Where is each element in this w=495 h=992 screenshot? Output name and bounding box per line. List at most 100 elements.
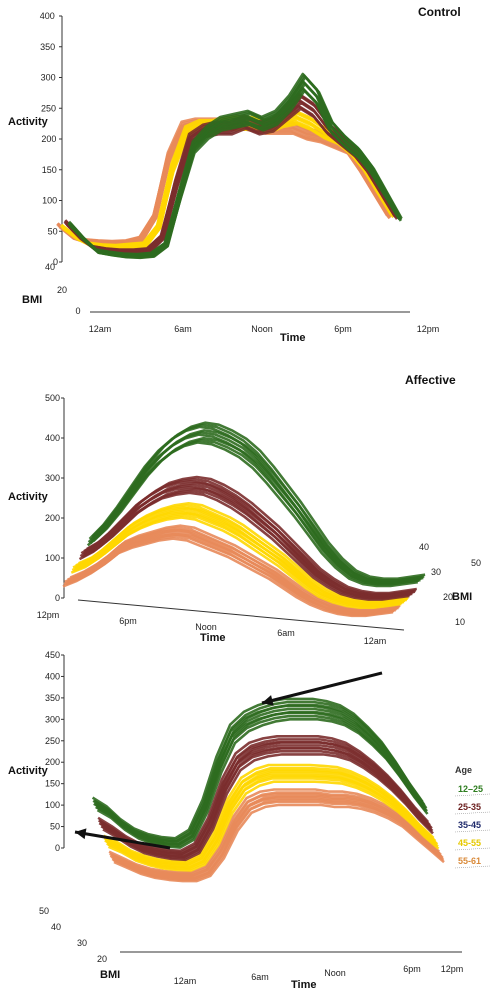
z-axis-label: BMI (452, 591, 472, 603)
legend-item: 55-61 (458, 856, 481, 866)
y-tick-label: 150 (45, 779, 60, 789)
x-tick-label: 6pm (119, 616, 137, 626)
legend-title: Age (455, 765, 472, 775)
series-line (67, 79, 400, 256)
legend-divider (454, 793, 491, 797)
x-tick-label: 12pm (441, 964, 464, 974)
y-tick-label: 200 (41, 134, 56, 144)
x-tick-label: 6am (174, 324, 192, 334)
y-tick-label: 400 (40, 11, 55, 21)
y-tick-label: 250 (41, 103, 56, 113)
series-line (84, 487, 416, 597)
series-line (68, 81, 402, 258)
series-line (106, 777, 438, 869)
series-line (92, 704, 425, 842)
x-tick-label: 12am (89, 324, 112, 334)
z-tick-label: 20 (57, 285, 67, 295)
legend-divider (454, 829, 491, 833)
series-line (76, 511, 407, 605)
x-tick-label: Noon (324, 968, 346, 978)
z-tick-label: 40 (51, 922, 61, 932)
y-tick-label: 200 (45, 513, 60, 523)
y-tick-label: 100 (42, 196, 57, 206)
z-tick-label: 30 (77, 938, 87, 948)
y-tick-label: 300 (45, 714, 60, 724)
series-line (69, 524, 401, 611)
affective-panel: Affective Activity Time BMI 0 100 200 300 40… (8, 373, 481, 646)
series-line (107, 780, 440, 872)
series-line (98, 740, 430, 854)
y-axis-label: Activity (8, 765, 49, 777)
legend-item: 25-35 (458, 802, 481, 812)
y-tick-label: 450 (45, 650, 60, 660)
z-axis-label: BMI (22, 294, 42, 306)
legend-divider (454, 865, 491, 869)
x-tick-label: Noon (195, 622, 217, 632)
legend-divider (454, 847, 491, 851)
series-line (105, 772, 437, 868)
series-line (78, 502, 409, 603)
x-axis-label: Time (291, 979, 316, 991)
series-line (68, 72, 401, 257)
y-tick-label: 250 (45, 736, 60, 746)
x-axis-label: Time (280, 332, 305, 344)
trend-arrow-icon-head (262, 695, 274, 706)
z-tick-label: 20 (97, 954, 107, 964)
y-tick-label: 400 (45, 671, 60, 681)
x-tick-label: 12pm (37, 610, 60, 620)
y-tick-label: 200 (45, 757, 60, 767)
y-tick-label: 0 (53, 257, 58, 267)
chart-title: Affective (405, 373, 456, 387)
series-line (70, 75, 403, 260)
z-tick-label: 20 (443, 592, 453, 602)
legend: Age 12–25 25-35 35-45 45-55 55-61 (454, 765, 491, 869)
series-line (93, 711, 425, 843)
legend-item: 12–25 (458, 784, 483, 794)
series-line (103, 768, 436, 865)
y-tick-label: 500 (45, 393, 60, 403)
series-line (86, 475, 417, 595)
series-line (97, 735, 430, 853)
x-axis-label: Time (200, 632, 225, 644)
series-line (104, 774, 436, 866)
z-tick-label: 0 (75, 306, 80, 316)
series-line (94, 421, 426, 580)
z-tick-label: 50 (39, 906, 49, 916)
y-tick-label: 400 (45, 433, 60, 443)
legend-item: 45-55 (458, 838, 481, 848)
x-tick-label: 12am (364, 636, 387, 646)
trend-arrow-icon (261, 671, 383, 705)
z-tick-label: 10 (455, 617, 465, 627)
x-tick-label: 12am (174, 976, 197, 986)
y-tick-label: 350 (45, 693, 60, 703)
y-tick-label: 300 (45, 473, 60, 483)
y-axis-label: Activity (8, 116, 49, 128)
series-line (69, 74, 402, 258)
control-panel: Control Activity Time BMI 05010015020025… (8, 5, 461, 344)
y-axis-label: Activity (8, 491, 49, 503)
y-tick-label: 150 (42, 165, 57, 175)
z-tick-label: 30 (431, 567, 441, 577)
series-line (85, 481, 417, 596)
y-tick-label: 50 (50, 822, 60, 832)
series-line (91, 697, 424, 840)
series-line (103, 763, 435, 863)
series-line (108, 788, 440, 874)
z-tick-label: 40 (45, 262, 55, 272)
series-line (77, 507, 408, 604)
series-line (68, 533, 399, 613)
y-tick-label: 100 (45, 553, 60, 563)
y-tick-label: 100 (45, 800, 60, 810)
age-panel: Activity Time BMI Age 12–25 25-35 35-45 45-… (8, 650, 491, 991)
z-tick-label: 40 (419, 542, 429, 552)
x-tick-label: 6am (277, 628, 295, 638)
z-tick-label: 50 (471, 558, 481, 568)
x-tick-label: 12pm (417, 324, 440, 334)
x-tick-label: 6am (251, 972, 269, 982)
series-line (92, 436, 424, 583)
legend-item: 35-45 (458, 820, 481, 830)
y-tick-label: 0 (55, 593, 60, 603)
series-line (93, 429, 425, 582)
chart-title: Control (418, 5, 461, 19)
